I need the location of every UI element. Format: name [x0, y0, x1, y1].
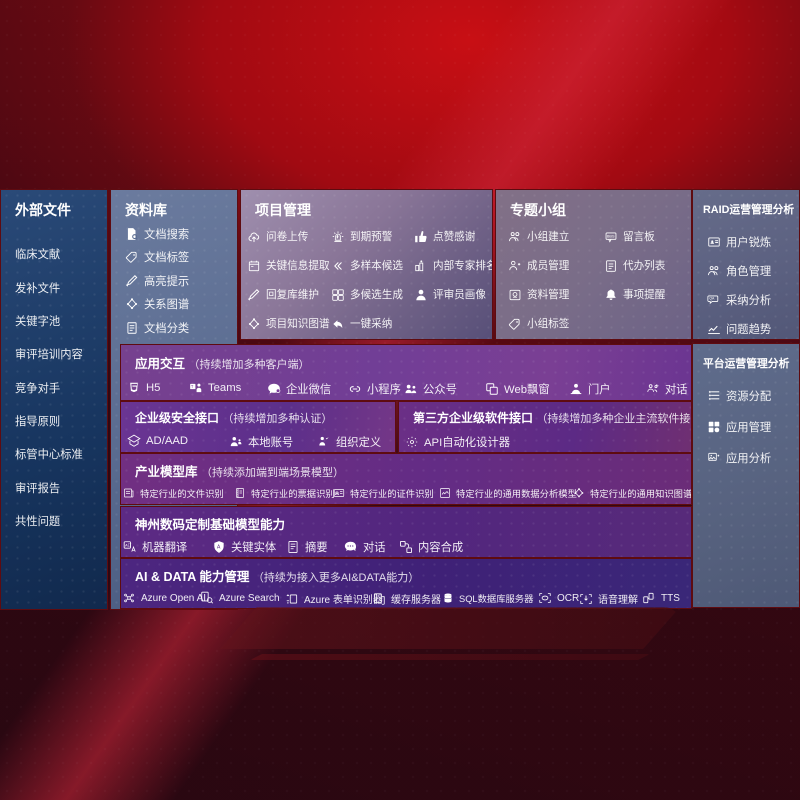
svg-text:A订: A订 [125, 543, 132, 548]
svg-text:BBS: BBS [607, 234, 615, 238]
svg-text:QA: QA [709, 297, 715, 301]
svg-text:A: A [217, 544, 221, 550]
